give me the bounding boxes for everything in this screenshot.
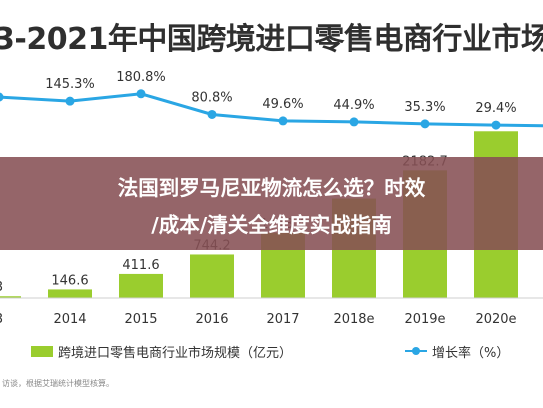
legend-bar-label: 跨境进口零售电商行业市场规模（亿元） [58, 346, 293, 361]
x-tick-label: 2020e [475, 312, 516, 327]
bar [0, 296, 21, 298]
x-tick-label: 2015 [124, 312, 157, 327]
source-note: 访谈，根据艾瑞统计模型核算。 [2, 379, 114, 388]
x-tick-label: 3 [0, 312, 3, 327]
x-tick-label: 2014 [53, 312, 86, 327]
x-tick-label: 2017 [266, 312, 299, 327]
x-tick-label: 2019e [404, 312, 445, 327]
growth-value-label: 44.9% [333, 98, 374, 113]
legend-line-dot [412, 347, 420, 355]
growth-value-label: 180.8% [116, 70, 166, 85]
growth-value-label: 145.3% [45, 77, 95, 92]
bar-value-label: 146.6 [51, 273, 88, 288]
growth-point [491, 120, 501, 130]
bar [190, 254, 234, 298]
growth-point [0, 92, 4, 102]
growth-point [420, 119, 430, 129]
bar-value-label: 411.6 [122, 258, 159, 273]
bar [119, 273, 163, 298]
overlay-title-line-1: 法国到罗马尼亚物流怎么选？时效 [117, 176, 426, 200]
growth-point [278, 116, 288, 126]
chart-title: 3-2021年中国跨境进口零售电商行业市场 [0, 22, 543, 57]
legend-bar-swatch [31, 346, 53, 357]
overlay-title-line-2: /成本/清关全维度实战指南 [151, 213, 392, 237]
x-tick-label: 2018e [333, 312, 374, 327]
growth-point [65, 96, 75, 106]
legend-line-label: 增长率（%） [432, 346, 510, 361]
growth-value-label: 80.8% [191, 90, 232, 105]
growth-value-label: 35.3% [404, 100, 445, 115]
growth-point [136, 89, 146, 99]
growth-value-label: 29.4% [475, 101, 516, 116]
growth-value-label: 49.6% [262, 97, 303, 112]
growth-point [207, 109, 217, 119]
growth-point [349, 117, 359, 127]
bar [48, 289, 92, 298]
x-tick-label: 2016 [195, 312, 228, 327]
bar-value-label: 3 [0, 280, 3, 295]
title-overlay-band [0, 157, 543, 250]
